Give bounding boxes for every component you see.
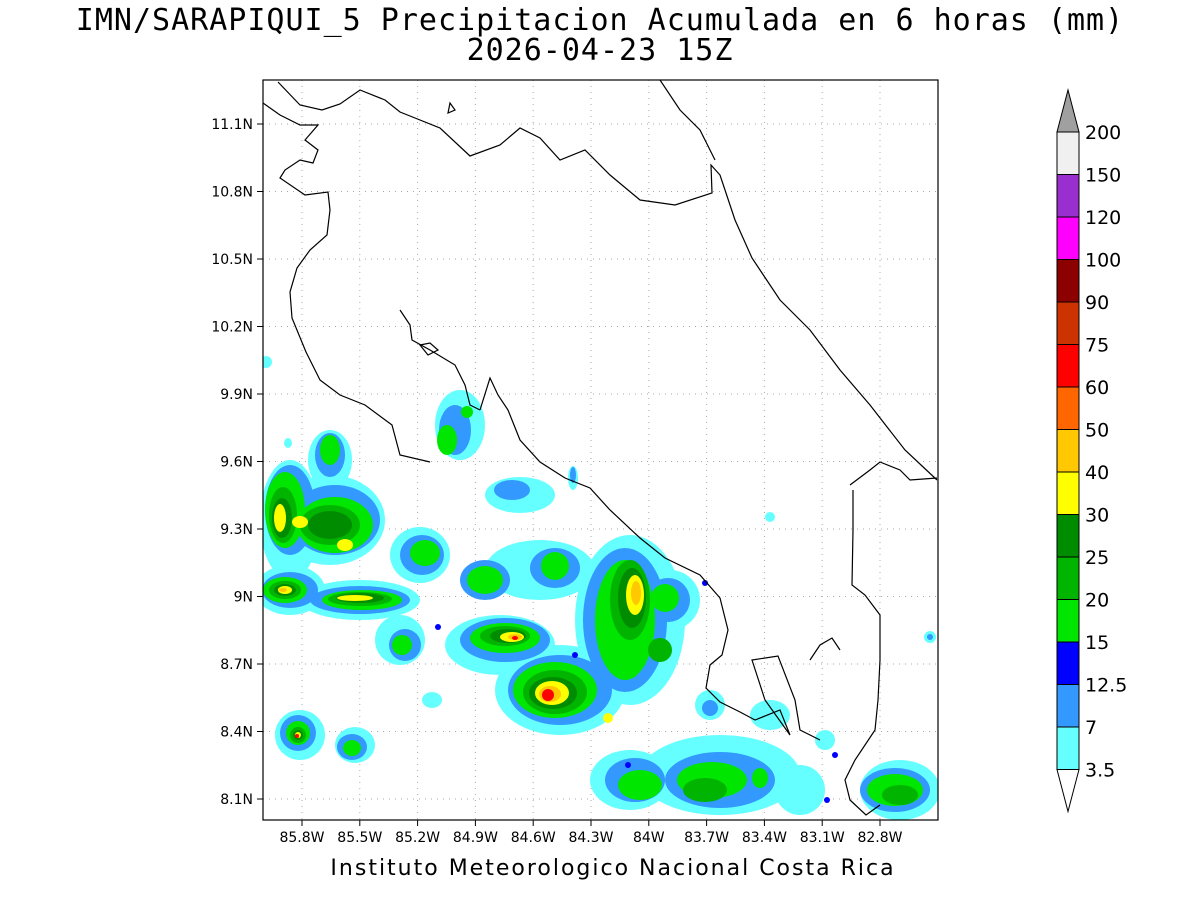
lat-tick-label: 10.8N (211, 185, 253, 201)
lat-tick-label: 9.3N (220, 522, 253, 538)
colorbar-label: 90 (1085, 292, 1109, 314)
colorbar-swatch (1056, 301, 1080, 345)
lon-tick-label: 83.1W (800, 830, 845, 846)
colorbar-over-arrow (1056, 88, 1080, 133)
colorbar-swatch (1056, 344, 1080, 388)
lon-tick-label: 83.7W (684, 830, 729, 846)
lon-tick-label: 84.6W (511, 830, 556, 846)
colorbar-label: 15 (1085, 632, 1109, 654)
colorbar-label: 50 (1085, 420, 1109, 442)
colorbar-label: 120 (1085, 207, 1121, 229)
colorbar-label: 12.5 (1085, 675, 1127, 697)
lat-tick-label: 8.7N (220, 657, 253, 673)
lon-tick-label: 85.2W (395, 830, 440, 846)
lat-tick-label: 9.9N (220, 387, 253, 403)
lat-tick-label: 9N (234, 590, 253, 606)
map-valid-time: 2026-04-23 15Z (466, 33, 734, 68)
colorbar-label: 20 (1085, 590, 1109, 612)
colorbar-label: 7 (1085, 717, 1097, 739)
precipitation-field (263, 356, 938, 820)
lon-tick-label: 85.8W (279, 830, 324, 846)
colorbar-swatch (1056, 429, 1080, 473)
colorbar-label: 200 (1085, 122, 1121, 144)
colorbar-label: 25 (1085, 547, 1109, 569)
colorbar-swatch (1056, 684, 1080, 728)
colorbar-swatch (1056, 386, 1080, 430)
lat-tick-label: 11.1N (211, 117, 253, 133)
colorbar-label: 75 (1085, 335, 1109, 357)
colorbar-label: 30 (1085, 505, 1109, 527)
plot-frame (262, 79, 939, 821)
lat-tick-label: 8.1N (220, 792, 253, 808)
colorbar-swatch (1056, 471, 1080, 515)
lat-tick-label: 8.4N (220, 725, 253, 741)
colorbar: 200 150 120 100 90 75 60 50 40 30 25 20 15 12.5 7 3.5 (1056, 88, 1127, 814)
coastlines (263, 80, 938, 816)
colorbar-swatch (1056, 556, 1080, 600)
colorbar-swatch (1056, 726, 1080, 770)
map-title: IMN/SARAPIQUI_5 Precipitacion Acumulada … (75, 3, 1125, 38)
colorbar-label: 40 (1085, 462, 1109, 484)
colorbar-swatch (1056, 259, 1080, 303)
lat-tick-label: 10.2N (211, 320, 253, 336)
colorbar-under-arrow (1056, 769, 1080, 814)
colorbar-swatch (1056, 641, 1080, 685)
colorbar-swatch (1056, 514, 1080, 558)
colorbar-label: 100 (1085, 250, 1121, 272)
lat-tick-label: 10.5N (211, 252, 253, 268)
lon-tick-label: 84W (633, 830, 665, 846)
lat-tick-label: 9.6N (220, 455, 253, 471)
colorbar-label: 150 (1085, 165, 1121, 187)
latitude-ticks: 11.1N 10.8N 10.5N 10.2N 9.9N 9.6N 9.3N 9N 8.7N 8.… (211, 117, 263, 808)
colorbar-label: 60 (1085, 377, 1109, 399)
lon-tick-label: 82.8W (857, 830, 902, 846)
lon-tick-label: 83.4W (742, 830, 787, 846)
colorbar-swatch (1056, 174, 1080, 218)
colorbar-label: 3.5 (1085, 760, 1115, 782)
lon-tick-label: 84.3W (568, 830, 613, 846)
colorbar-swatch (1056, 216, 1080, 260)
lon-tick-label: 85.5W (337, 830, 382, 846)
credit-line: Instituto Meteorologico Nacional Costa R… (330, 856, 896, 881)
longitude-ticks: 85.8W 85.5W 85.2W 84.9W 84.6W 84.3W 84W 83.7W 83… (279, 820, 903, 846)
lon-tick-label: 84.9W (453, 830, 498, 846)
colorbar-swatch (1056, 599, 1080, 643)
colorbar-swatch (1056, 131, 1080, 175)
